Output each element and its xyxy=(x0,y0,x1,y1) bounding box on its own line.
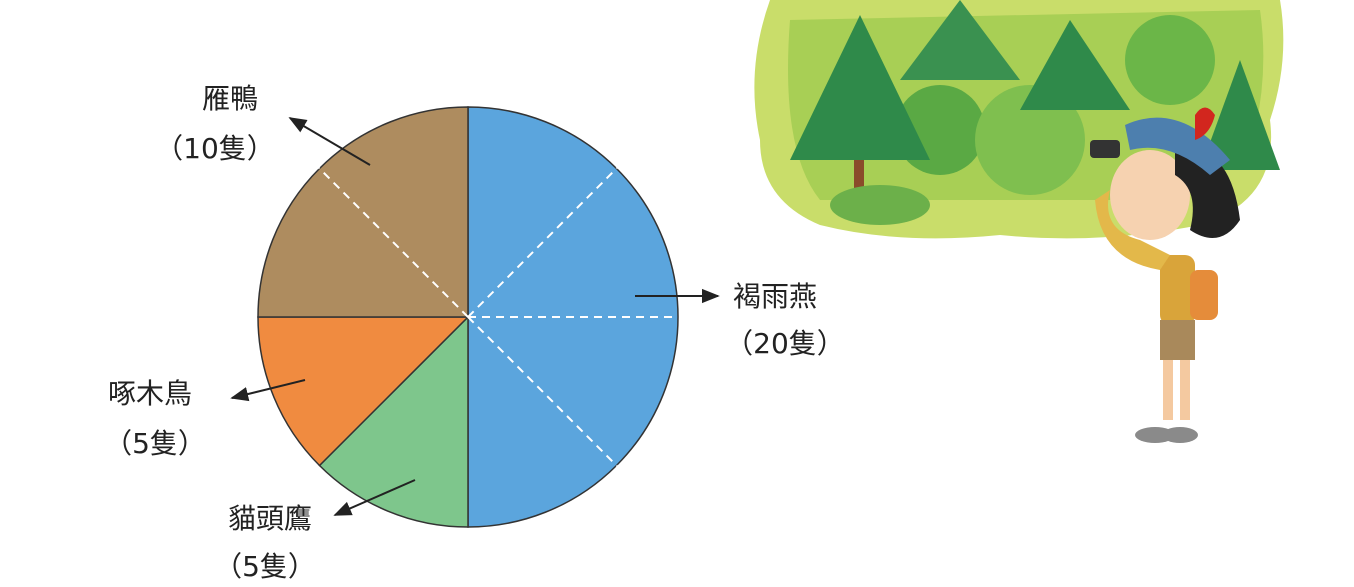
category-label: 貓頭鷹 xyxy=(228,502,312,535)
hiker-illustration xyxy=(1090,107,1240,443)
value-label: （5隻） xyxy=(104,427,206,460)
value-label: （10隻） xyxy=(155,132,275,165)
pie-slice xyxy=(257,316,470,467)
label-arrow xyxy=(333,479,416,516)
category-label: 啄木鳥 xyxy=(108,377,192,410)
unit-dividers xyxy=(318,167,678,467)
pie xyxy=(257,106,679,528)
category-label: 褐雨燕 xyxy=(733,280,817,313)
labels: 褐雨燕 （20隻） 貓頭鷹 （5隻） 啄木鳥 （5隻） 雁鴨 （10隻） xyxy=(104,82,845,583)
pie-slice xyxy=(318,315,469,528)
category-label: 雁鴨 xyxy=(202,82,258,115)
label-arrow xyxy=(288,117,371,166)
value-label: （20隻） xyxy=(725,327,845,360)
unit-divider xyxy=(318,167,469,318)
unit-divider xyxy=(467,316,618,467)
unit-divider xyxy=(467,167,618,318)
value-label: （5隻） xyxy=(214,550,316,583)
label-arrow xyxy=(230,379,306,402)
